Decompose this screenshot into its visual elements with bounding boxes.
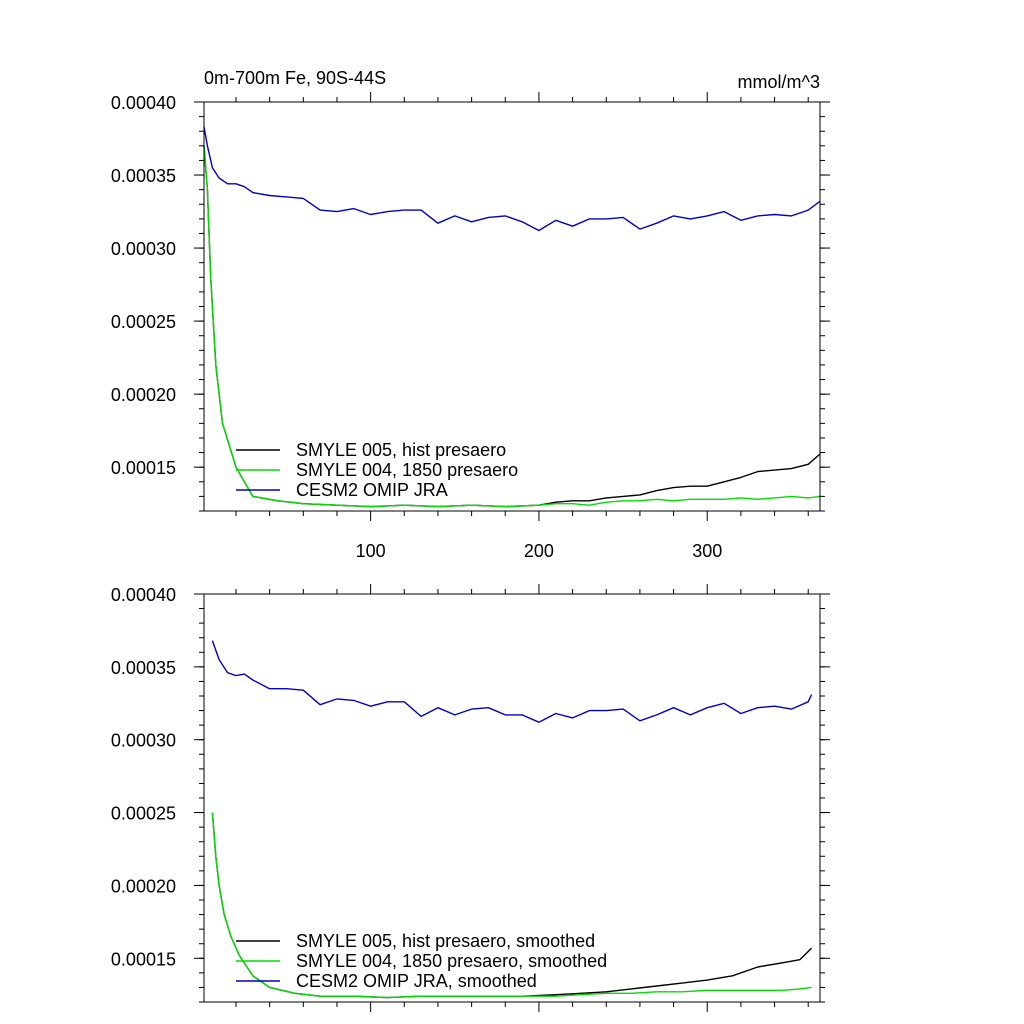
y-tick-label: 0.00025 xyxy=(111,312,176,332)
series-line-1 xyxy=(203,145,821,508)
legend-label: CESM2 OMIP JRA, smoothed xyxy=(296,971,537,991)
y-tick-label: 0.00025 xyxy=(111,804,176,824)
y-tick-label: 0.00030 xyxy=(111,239,176,259)
series-line-2 xyxy=(203,126,821,232)
units-label: mmol/m^3 xyxy=(738,72,820,92)
legend-label: CESM2 OMIP JRA xyxy=(296,480,448,500)
legend-label: SMYLE 005, hist presaero, smoothed xyxy=(296,931,595,951)
series-line-1 xyxy=(211,812,812,999)
chart-title: 0m-700m Fe, 90S-44S xyxy=(204,68,386,88)
series-line-2 xyxy=(211,640,813,723)
legend-label: SMYLE 005, hist presaero xyxy=(296,440,506,460)
x-tick-label: 300 xyxy=(692,541,722,561)
y-tick-label: 0.00020 xyxy=(111,876,176,896)
legend: SMYLE 005, hist presaero, smoothedSMYLE … xyxy=(236,931,607,991)
y-tick-label: 0.00040 xyxy=(111,93,176,113)
y-tick-label: 0.00040 xyxy=(111,585,176,605)
y-tick-label: 0.00035 xyxy=(111,658,176,678)
x-tick-label: 200 xyxy=(524,541,554,561)
y-tick-label: 0.00020 xyxy=(111,385,176,405)
legend-label: SMYLE 004, 1850 presaero xyxy=(296,460,518,480)
bottom-panel: 0.00015 0.00020 0.00025 0.00030 0.00035 0.000… xyxy=(111,584,830,1012)
y-tick-label: 0.00015 xyxy=(111,949,176,969)
y-tick-label: 0.00015 xyxy=(111,458,176,478)
y-tick-label: 0.00035 xyxy=(111,166,176,186)
x-tick-label: 100 xyxy=(356,541,386,561)
legend-label: SMYLE 004, 1850 presaero, smoothed xyxy=(296,951,607,971)
top-panel: 0m-700m Fe, 90S-44S mmol/m^3 0.00015 0.00… xyxy=(111,68,830,561)
y-tick-label: 0.00030 xyxy=(111,731,176,751)
